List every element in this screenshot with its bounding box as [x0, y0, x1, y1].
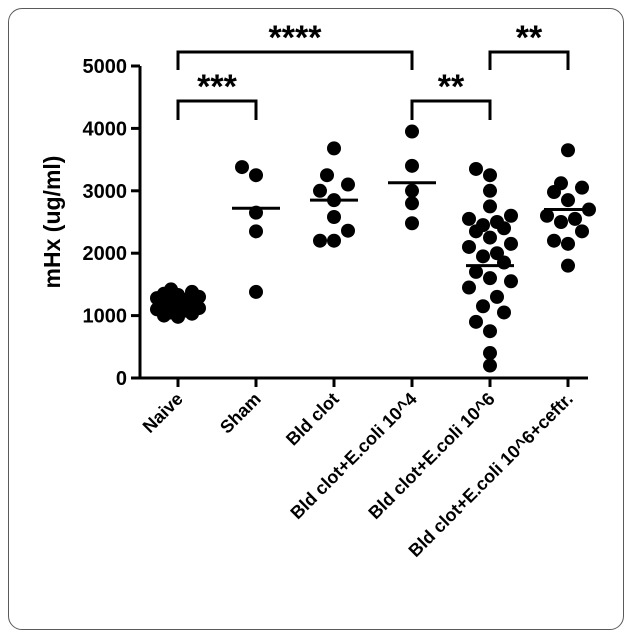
- data-point: [341, 223, 355, 238]
- data-point: [568, 211, 582, 226]
- significance-label: ***: [197, 68, 237, 106]
- data-point: [313, 233, 327, 248]
- data-point: [476, 249, 490, 264]
- x-tick-label: Bld clot+E.coli 10^4: [286, 389, 420, 523]
- data-point: [327, 141, 341, 156]
- scatter-chart: mHx (ug/ml) 0 1000 2000 3000 4000 5000 Naive Sh…: [39, 19, 596, 561]
- data-point: [483, 271, 497, 286]
- x-tick-label: Sham: [216, 389, 265, 438]
- data-point: [504, 274, 518, 289]
- x-tick-label: Bld clot: [282, 389, 343, 450]
- data-point: [405, 124, 419, 139]
- data-point: [249, 168, 263, 183]
- y-tick-label: 4000: [83, 118, 128, 140]
- data-point: [575, 224, 589, 239]
- significance-label: ****: [269, 19, 323, 57]
- x-tick-label: Naive: [139, 389, 187, 437]
- significance-bracket: [176, 99, 258, 120]
- data-point: [249, 224, 263, 239]
- figure-frame: [8, 8, 624, 630]
- data-point: [405, 158, 419, 173]
- data-point: [483, 230, 497, 245]
- data-point: [561, 236, 575, 251]
- significance-bracket: [488, 50, 570, 70]
- data-point: [561, 258, 575, 273]
- data-point: [497, 255, 511, 270]
- y-tick-label: 0: [116, 368, 127, 390]
- data-point: [462, 211, 476, 226]
- data-point: [547, 185, 561, 200]
- data-point: [483, 168, 497, 183]
- y-tick-label: 5000: [83, 56, 128, 78]
- data-point: [469, 161, 483, 176]
- data-point: [483, 324, 497, 339]
- data-point: [476, 299, 490, 314]
- data-point: [313, 183, 327, 198]
- x-tick-label: Bld clot+E.coli 10^6+ceftr.: [405, 389, 577, 561]
- data-point: [483, 358, 497, 373]
- data-point: [157, 308, 171, 323]
- data-point: [341, 177, 355, 192]
- data-point: [561, 143, 575, 158]
- data-point: [405, 183, 419, 198]
- data-point: [547, 233, 561, 248]
- data-point: [171, 309, 185, 324]
- data-point: [249, 284, 263, 299]
- data-point: [483, 346, 497, 361]
- data-point: [320, 168, 334, 183]
- significance-bracket: [176, 50, 414, 70]
- data-point: [497, 221, 511, 236]
- data-point: [405, 196, 419, 211]
- data-point: [327, 210, 341, 225]
- data-point: [235, 160, 249, 175]
- data-point: [405, 216, 419, 231]
- data-point: [469, 314, 483, 329]
- data-point: [554, 215, 568, 229]
- data-point: [483, 183, 497, 198]
- significance-bracket: [410, 99, 492, 120]
- data-point: [462, 280, 476, 295]
- data-point: [504, 236, 518, 251]
- y-tick-label: 1000: [83, 306, 128, 328]
- data-point: [490, 289, 504, 304]
- y-tick-label: 2000: [83, 243, 128, 265]
- significance-label: **: [516, 19, 543, 57]
- data-point: [483, 199, 497, 214]
- data-point: [540, 208, 554, 223]
- data-point: [575, 180, 589, 195]
- data-point: [462, 239, 476, 254]
- data-point: [469, 264, 483, 279]
- y-tick-label: 3000: [83, 181, 128, 203]
- data-point: [497, 305, 511, 320]
- significance-label: **: [438, 68, 465, 106]
- x-tick-label: Bld clot+E.coli 10^6: [364, 389, 498, 523]
- data-point: [185, 306, 199, 321]
- data-point: [504, 208, 518, 223]
- data-point: [561, 193, 575, 208]
- y-axis-label: mHx (ug/ml): [39, 156, 65, 289]
- data-point: [469, 224, 483, 239]
- data-point: [327, 233, 341, 248]
